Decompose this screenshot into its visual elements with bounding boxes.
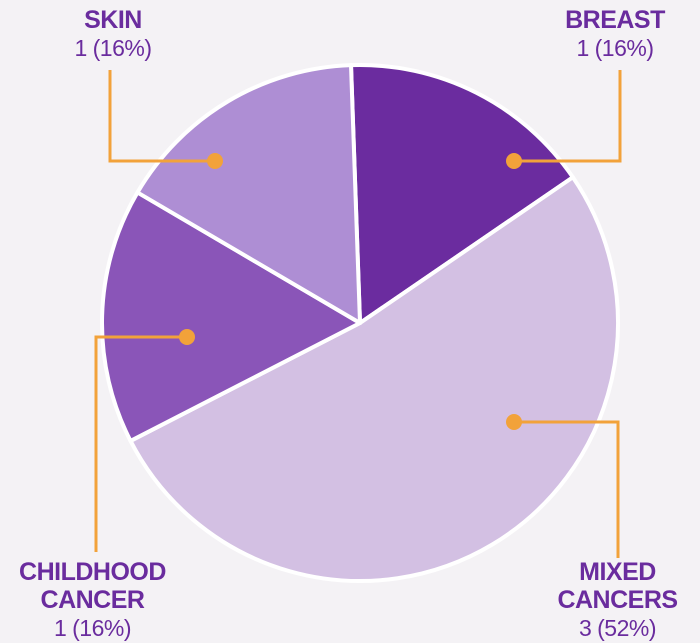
- leader-lines: [94, 70, 622, 558]
- leader-line-skin: [108, 70, 215, 163]
- leader-line-childhood-cancer: [94, 335, 187, 552]
- label-mixed-line1: MIXED: [579, 558, 656, 586]
- leader-dot-breast: [506, 153, 522, 169]
- label-childhood-line1: CHILDHOOD: [19, 558, 166, 586]
- pie-slice-skin: [135, 63, 362, 325]
- label-skin-value: 1 (16%): [74, 35, 152, 61]
- pie-slice-mixed-cancers: [128, 175, 620, 583]
- pie-slice-breast: [349, 63, 575, 325]
- leader-line-breast: [514, 70, 622, 163]
- pie-slices: [100, 63, 620, 583]
- label-mixed-cancers: MIXED CANCERS 3 (52%): [540, 558, 695, 642]
- label-skin: SKIN 1 (16%): [38, 6, 188, 62]
- leader-dot-mixed-cancers: [506, 414, 522, 430]
- label-childhood-line2: CANCER: [40, 586, 145, 614]
- pie-slice-childhood-cancer: [100, 190, 362, 443]
- label-skin-name: SKIN: [84, 6, 142, 34]
- leader-dot-skin: [207, 153, 223, 169]
- label-childhood-value: 1 (16%): [53, 615, 132, 641]
- label-breast-value: 1 (16%): [576, 35, 654, 61]
- leader-line-mixed-cancers: [514, 420, 620, 558]
- label-childhood-cancer: CHILDHOOD CANCER 1 (16%): [10, 558, 175, 642]
- leader-dot-childhood-cancer: [179, 329, 195, 345]
- label-breast: BREAST 1 (16%): [540, 6, 690, 62]
- label-mixed-line2: CANCERS: [557, 586, 678, 614]
- label-breast-name: BREAST: [565, 6, 665, 34]
- label-mixed-value: 3 (52%): [578, 615, 657, 641]
